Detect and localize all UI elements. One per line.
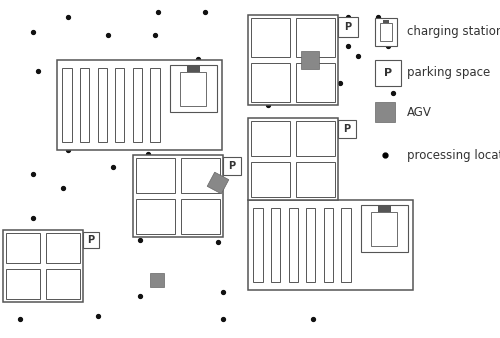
Bar [248, 15, 338, 105]
Bar [64, 114, 70, 142]
Bar [361, 206, 408, 252]
Bar [251, 63, 290, 102]
Text: P: P [384, 68, 392, 78]
Bar [378, 206, 390, 212]
Bar [134, 114, 140, 142]
Bar [133, 155, 223, 237]
Bar [136, 158, 175, 193]
Bar [296, 121, 335, 156]
Bar [343, 254, 349, 282]
Bar [62, 68, 72, 142]
Bar [372, 212, 397, 246]
Bar [296, 18, 335, 57]
Bar [80, 68, 89, 142]
Bar [338, 120, 356, 138]
Bar [248, 200, 413, 290]
Text: P: P [344, 22, 352, 32]
Bar [115, 68, 124, 142]
Bar [288, 208, 298, 282]
Bar [46, 233, 80, 263]
Polygon shape [207, 172, 229, 194]
Bar [181, 158, 220, 193]
Bar [254, 208, 262, 282]
Bar [338, 17, 358, 37]
Bar [152, 114, 158, 142]
Bar [375, 18, 397, 46]
Bar [271, 208, 280, 282]
Text: processing location: processing location [407, 149, 500, 162]
Bar [324, 208, 333, 282]
Text: P: P [88, 235, 94, 245]
Bar [136, 199, 175, 234]
Bar [296, 162, 335, 197]
Bar [326, 254, 332, 282]
Bar [133, 68, 142, 142]
Text: P: P [344, 124, 350, 134]
Bar [251, 121, 290, 156]
Bar [83, 232, 99, 248]
Bar [251, 162, 290, 197]
Bar [308, 254, 314, 282]
Bar [290, 254, 296, 282]
Bar [255, 254, 261, 282]
Bar [99, 114, 105, 142]
Bar [375, 60, 401, 86]
Bar [375, 102, 395, 122]
Polygon shape [301, 51, 319, 69]
Bar [6, 233, 40, 263]
Bar [248, 118, 338, 200]
Bar [117, 114, 122, 142]
Bar [98, 68, 107, 142]
Bar [180, 72, 206, 106]
Bar [3, 230, 83, 302]
Text: charging station: charging station [407, 25, 500, 39]
Bar [57, 60, 222, 150]
Bar [380, 23, 392, 41]
Text: AGV: AGV [407, 105, 432, 119]
Text: P: P [228, 161, 235, 171]
Bar [6, 269, 40, 299]
Bar [187, 66, 200, 72]
Bar [306, 208, 316, 282]
Bar [223, 157, 241, 175]
Bar [150, 68, 160, 142]
Bar [383, 20, 389, 23]
Bar [342, 208, 350, 282]
Bar [46, 269, 80, 299]
Bar [251, 18, 290, 57]
Text: parking space: parking space [407, 66, 490, 79]
Bar [181, 199, 220, 234]
Bar [296, 63, 335, 102]
Bar [82, 114, 87, 142]
Bar [272, 254, 278, 282]
Bar [170, 65, 216, 112]
Polygon shape [150, 273, 164, 287]
